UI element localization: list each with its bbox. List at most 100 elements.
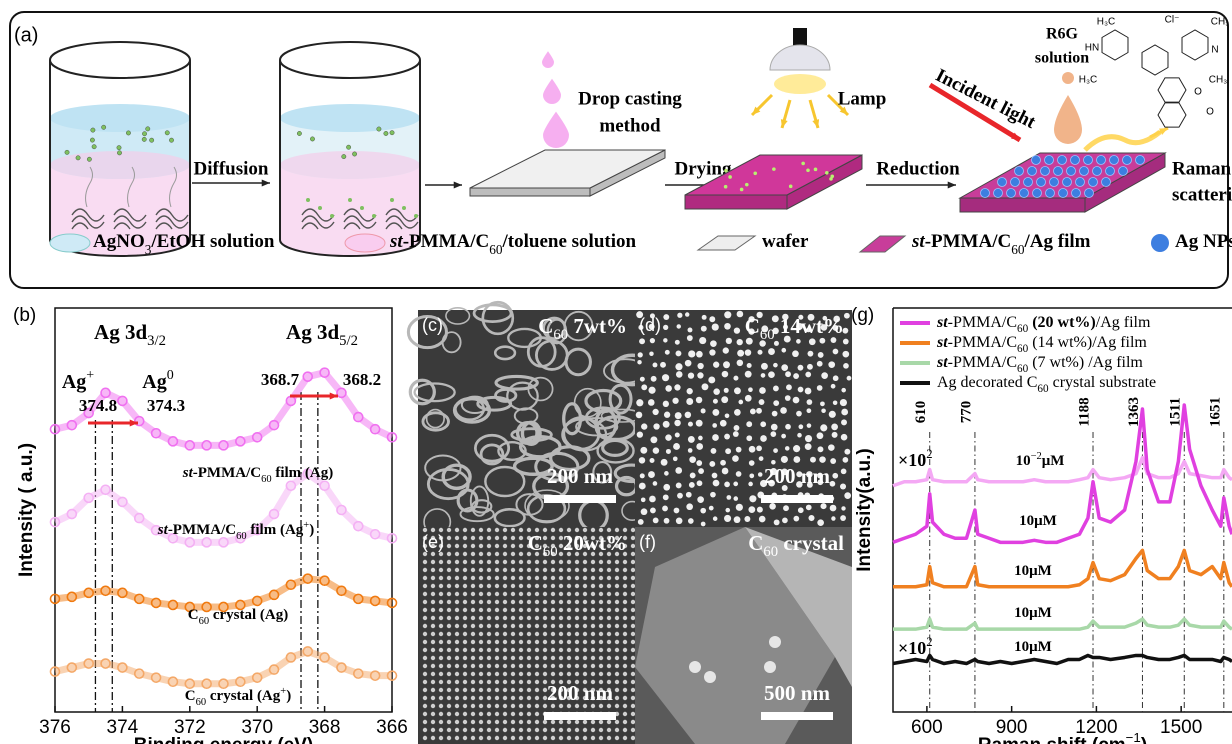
- particle: [519, 664, 523, 668]
- arrow-head: [948, 181, 956, 188]
- ag-np: [981, 189, 990, 198]
- particle: [696, 443, 703, 450]
- particle: [511, 712, 515, 716]
- particle: [519, 688, 523, 692]
- particle: [455, 640, 459, 644]
- panel-label: (c): [422, 315, 443, 335]
- sem-image: [418, 527, 635, 744]
- particle: [463, 672, 467, 676]
- particle: [819, 456, 826, 463]
- particle: [511, 568, 515, 572]
- particle: [575, 584, 579, 588]
- y-axis-label: Intensity(a.u.): [854, 448, 875, 572]
- text-part: ×10: [898, 450, 926, 470]
- particle: [798, 507, 804, 513]
- ag-seed: [789, 185, 793, 189]
- ag-in-film: [360, 206, 364, 210]
- ag-seed: [801, 162, 805, 166]
- particle: [631, 560, 635, 564]
- panel-label: (g): [851, 305, 874, 326]
- particle: [637, 360, 641, 364]
- particle: [615, 656, 619, 660]
- particle: [690, 473, 696, 479]
- particle: [447, 600, 451, 604]
- particle: [567, 664, 571, 668]
- particle: [807, 399, 813, 405]
- particle: [511, 664, 515, 668]
- particle: [631, 656, 635, 660]
- step-label: scattering: [1172, 184, 1232, 205]
- particle: [495, 648, 499, 652]
- text-part: -PMMA/C: [168, 522, 236, 538]
- ring: [1158, 103, 1186, 127]
- text-part: C: [185, 688, 196, 704]
- particle: [713, 516, 718, 521]
- particle: [551, 624, 555, 628]
- text-part: 10μM: [1014, 639, 1052, 655]
- particle: [792, 350, 799, 357]
- particle: [519, 568, 523, 572]
- particle: [567, 592, 571, 596]
- particle: [495, 672, 499, 676]
- arrow-head: [262, 179, 270, 186]
- particle: [487, 696, 491, 700]
- np-cluster: [764, 661, 776, 673]
- droplet: [543, 79, 561, 104]
- particle: [591, 600, 595, 604]
- particle: [439, 648, 443, 652]
- text-part: AgNO: [93, 231, 145, 252]
- particle: [519, 736, 523, 740]
- particle: [559, 720, 563, 724]
- particle: [698, 436, 703, 441]
- particle: [527, 568, 531, 572]
- particle: [575, 656, 579, 660]
- particle: [463, 608, 467, 612]
- particle: [551, 528, 555, 532]
- particle: [575, 736, 579, 740]
- particle: [423, 576, 427, 580]
- particle: [455, 664, 459, 668]
- particle: [423, 672, 427, 676]
- particle: [841, 468, 847, 474]
- particle: [615, 576, 619, 580]
- atom-label: O: [1194, 87, 1202, 98]
- particle: [487, 656, 491, 660]
- r6g-drop: [1062, 72, 1074, 84]
- step-label: Raman: [1172, 158, 1232, 179]
- particle: [423, 728, 427, 732]
- particle: [439, 616, 443, 620]
- particle: [479, 696, 483, 700]
- particle: [447, 640, 451, 644]
- particle: [734, 387, 741, 394]
- particle: [431, 680, 435, 684]
- particle: [551, 672, 555, 676]
- np-cluster: [689, 661, 701, 673]
- particle: [535, 616, 539, 620]
- legend-entry: st-PMMA/C60 (7 wt%) /Ag film: [936, 354, 1143, 375]
- particle: [567, 640, 571, 644]
- particle: [639, 483, 646, 490]
- particle: [723, 347, 729, 353]
- scale-bar: [761, 495, 833, 503]
- particle: [583, 616, 587, 620]
- particle: [591, 728, 595, 732]
- particle: [503, 616, 507, 620]
- text-part: /toluene solution: [502, 231, 637, 252]
- particle: [615, 736, 619, 740]
- particle: [471, 648, 475, 652]
- particle: [607, 576, 611, 580]
- particle: [567, 560, 571, 564]
- particle: [479, 568, 483, 572]
- particle: [511, 544, 515, 548]
- particle: [439, 640, 443, 644]
- particle: [807, 351, 813, 357]
- particle: [726, 338, 732, 344]
- particle: [697, 363, 703, 369]
- particle: [527, 648, 531, 652]
- particle: [599, 632, 603, 636]
- particle: [567, 608, 571, 612]
- particle: [676, 371, 683, 378]
- particle: [710, 492, 716, 498]
- particle: [615, 640, 619, 644]
- particle: [511, 656, 515, 660]
